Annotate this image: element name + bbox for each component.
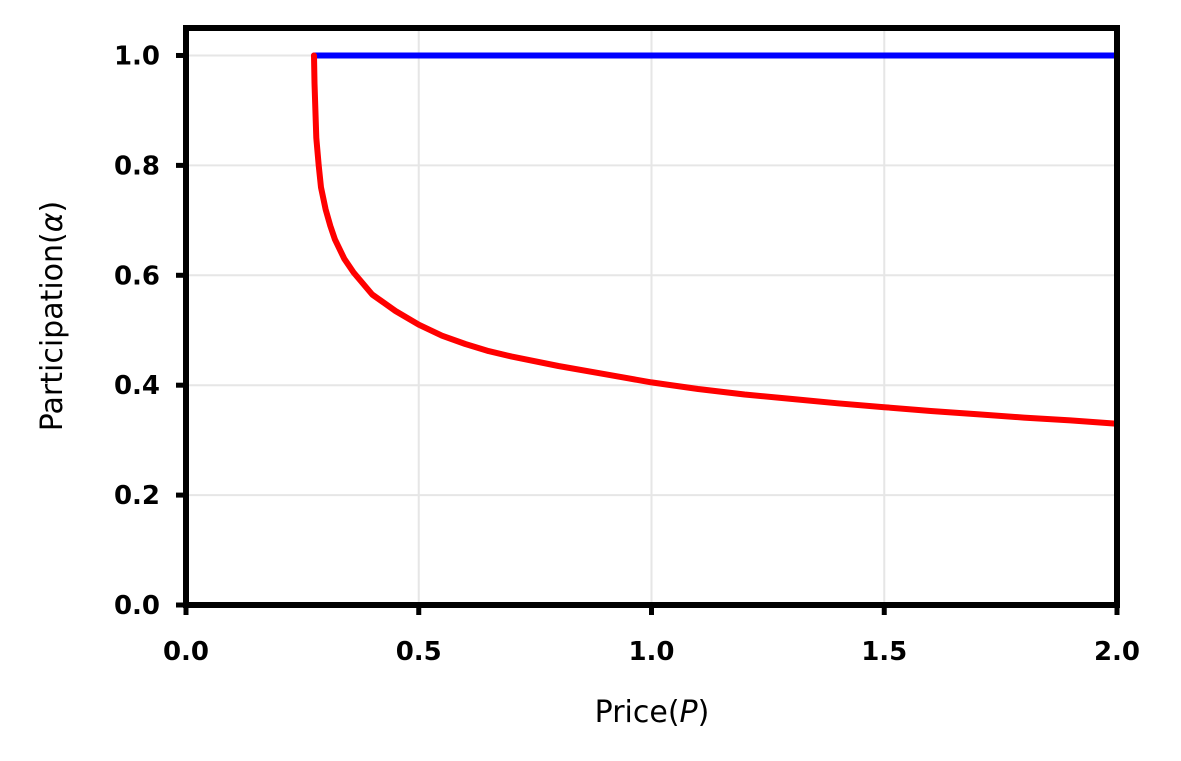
x-axis-ticks: 0.0 0.5 1.0 1.5 2.0 xyxy=(163,605,1140,667)
x-axis-label: Price(P) xyxy=(595,695,710,730)
x-tick-label: 2.0 xyxy=(1094,637,1140,667)
y-tick-label: 0.2 xyxy=(114,481,160,511)
grid-lines xyxy=(185,28,1118,606)
x-tick-label: 0.5 xyxy=(396,637,442,667)
y-tick-label: 0.0 xyxy=(114,591,160,621)
x-tick-label: 0.0 xyxy=(163,637,209,667)
x-tick-label: 1.5 xyxy=(861,637,907,667)
series-line-1 xyxy=(311,52,1120,427)
x-tick-label: 1.0 xyxy=(628,637,674,667)
y-axis-ticks: 0.0 0.2 0.4 0.6 0.8 1.0 xyxy=(114,41,186,621)
y-tick-label: 0.8 xyxy=(114,151,160,181)
y-axis-label: Participation(α) xyxy=(35,201,70,431)
y-tick-label: 1.0 xyxy=(114,41,160,71)
y-tick-label: 0.6 xyxy=(114,261,160,291)
series-group xyxy=(311,52,1120,427)
y-tick-label: 0.4 xyxy=(114,371,160,401)
